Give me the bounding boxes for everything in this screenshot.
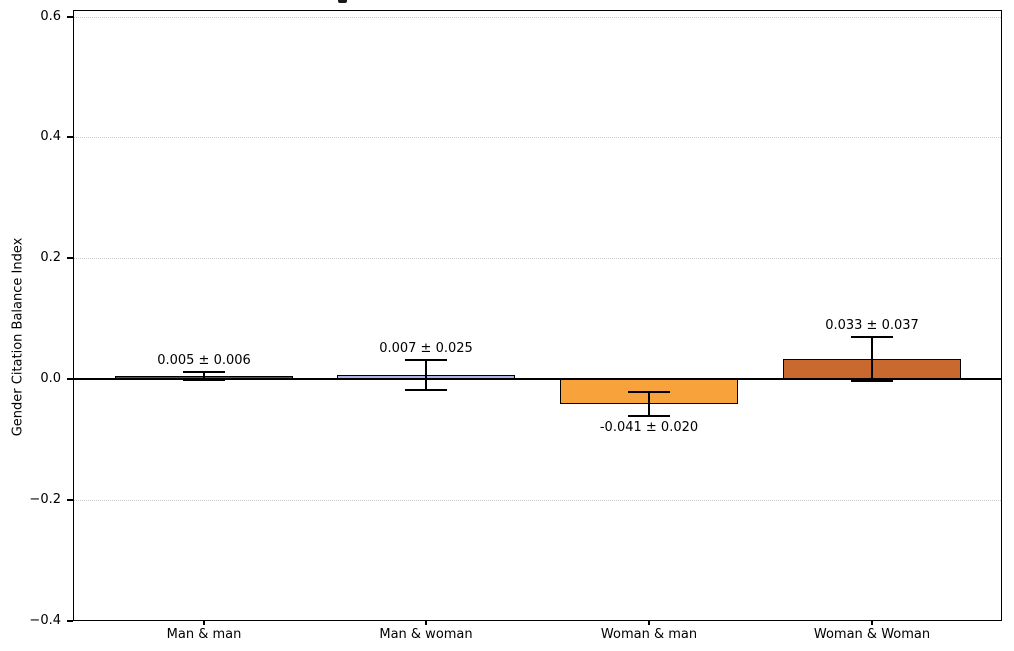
y-tick-mark [67, 620, 73, 622]
y-tick-label: −0.4 [29, 613, 61, 628]
value-label: 0.033 ± 0.037 [825, 318, 919, 333]
error-bar-cap-top [183, 371, 225, 373]
error-bar-cap-top [851, 336, 893, 338]
y-tick-mark [67, 136, 73, 138]
y-tick-label: 0.4 [40, 129, 61, 144]
error-bar-cap-bottom [183, 379, 225, 381]
y-tick-mark [67, 257, 73, 259]
error-bar-line [871, 337, 873, 382]
value-label: 0.007 ± 0.025 [379, 341, 473, 356]
y-tick-label: 0.2 [40, 250, 61, 265]
x-tick-label-4: Woman & Woman [813, 627, 931, 642]
y-tick-mark [67, 16, 73, 18]
value-label: -0.041 ± 0.020 [599, 420, 699, 435]
error-bar-cap-bottom [405, 389, 447, 391]
x-tick-mark [203, 621, 205, 625]
gridline [74, 500, 1001, 501]
x-tick-mark [648, 621, 650, 625]
error-bar-line [425, 360, 427, 390]
value-label: 0.005 ± 0.006 [157, 353, 251, 368]
y-tick-label: 0.0 [40, 371, 61, 386]
x-tick-mark [871, 621, 873, 625]
error-bar-line [203, 372, 205, 379]
zero-line [74, 378, 1001, 380]
error-bar-cap-top [405, 359, 447, 361]
gridline [74, 258, 1001, 259]
error-bar-cap-bottom [851, 380, 893, 382]
y-tick-mark [67, 499, 73, 501]
error-bar-cap-top [628, 391, 670, 393]
y-tick-label: 0.6 [40, 9, 61, 24]
x-tick-mark [425, 621, 427, 625]
plot-area: 0.005 ± 0.006 0.007 ± 0.025 -0.041 ± 0.020… [73, 10, 1002, 621]
error-bar-cap-bottom [628, 415, 670, 417]
y-axis-label: Gender Citation Balance Index [10, 237, 26, 437]
gridline [74, 137, 1001, 138]
x-tick-label-3: Woman & man [600, 627, 698, 642]
clipped-title-fragment [338, 0, 347, 3]
x-tick-label-2: Man & woman [379, 627, 473, 642]
y-tick-label: −0.2 [29, 492, 61, 507]
x-tick-label-1: Man & man [166, 627, 242, 642]
error-bar-line [648, 392, 650, 416]
y-tick-mark [67, 378, 73, 380]
gridline [74, 17, 1001, 18]
